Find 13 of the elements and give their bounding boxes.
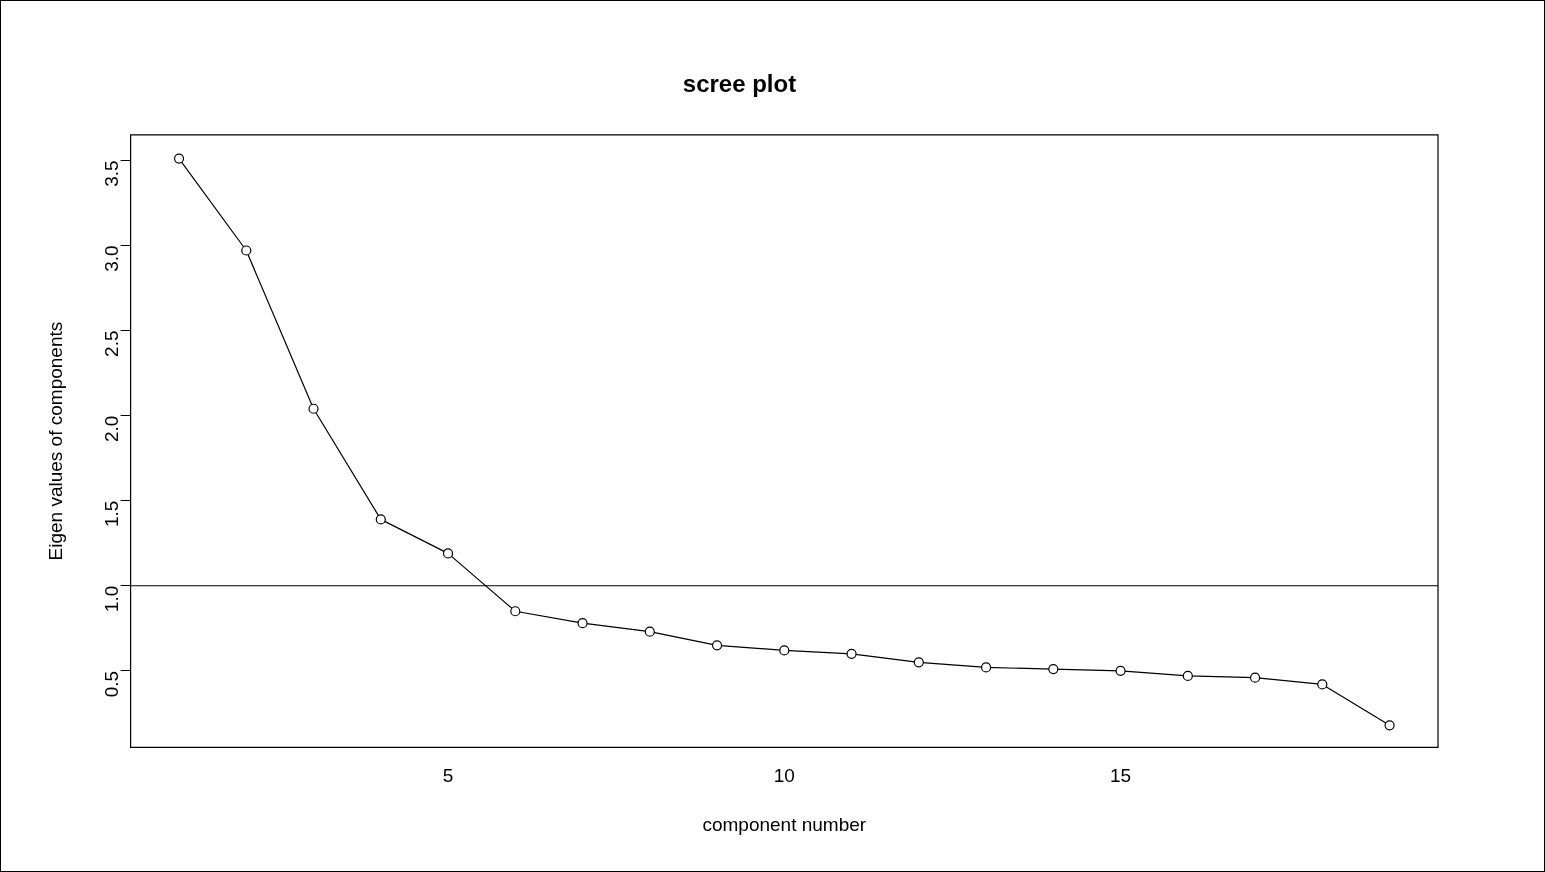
y-tick-label: 1.5 (100, 500, 122, 528)
y-tick-label: 2.5 (100, 330, 122, 357)
x-axis-title: component number (702, 813, 867, 835)
x-tick-label: 10 (773, 765, 795, 787)
y-axis-title: Eigen values of components (44, 321, 66, 561)
y-tick-label: 3.5 (100, 160, 122, 187)
y-tick-label: 0.5 (100, 670, 122, 698)
x-tick-label: 5 (442, 765, 454, 787)
y-tick-label: 1.0 (100, 585, 122, 613)
x-tick-label: 15 (1110, 765, 1132, 787)
y-tick-label: 2.0 (100, 415, 122, 442)
chart-title: scree plot (682, 70, 797, 98)
y-tick-label: 3.0 (100, 245, 122, 272)
